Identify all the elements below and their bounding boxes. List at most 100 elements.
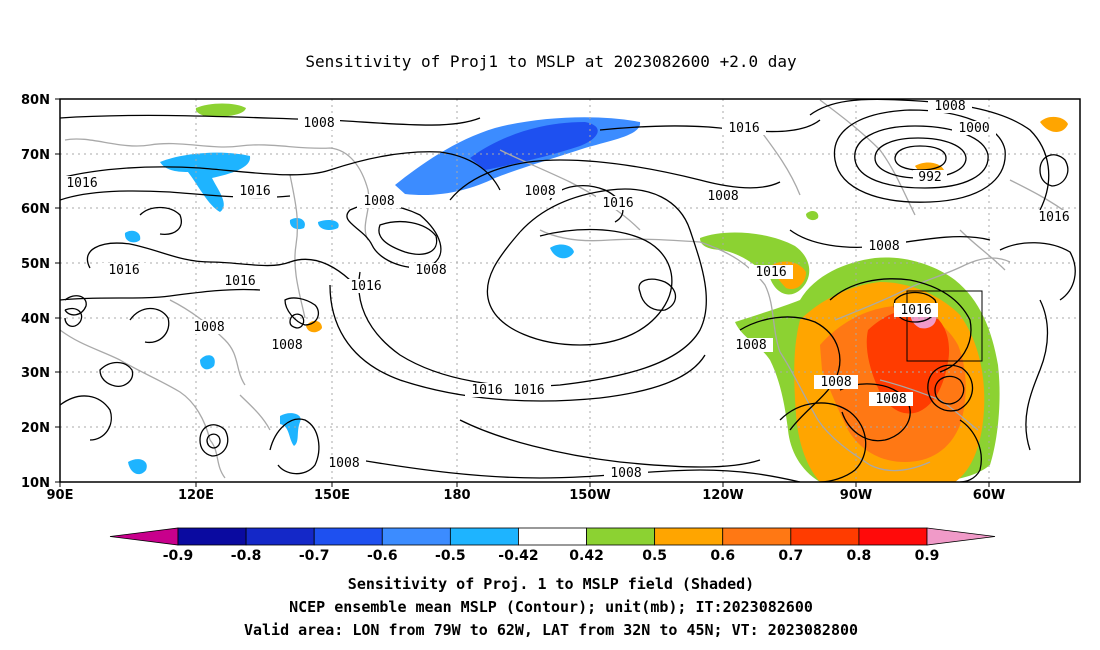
contour-label: 1016 [894,303,938,318]
svg-text:1016: 1016 [224,274,255,289]
valid-area-box [906,290,983,362]
svg-text:1016: 1016 [900,303,931,318]
svg-text:1016: 1016 [239,184,270,199]
lon-label: 120W [702,488,743,503]
svg-text:1008: 1008 [415,263,446,278]
svg-text:1016: 1016 [1038,210,1069,225]
colorbar-segment [722,527,792,546]
contour-label: 1008 [187,320,231,335]
svg-text:1016: 1016 [471,383,502,398]
shading-positive-green-arctic [195,103,246,117]
contour-label: 992 [913,170,947,185]
contour-label: 1016 [722,121,766,136]
svg-text:1008: 1008 [303,116,334,131]
axis-ticks [55,98,990,487]
colorbar-tick-label: -0.5 [435,548,466,564]
lon-label: 150E [314,488,350,503]
colorbar-segment [177,527,247,546]
lon-label: 90E [47,488,74,503]
contour-label: 1016 [0,0,31,4]
contour-label: 1016 [749,265,793,280]
lon-label: 120E [178,488,214,503]
shading-negative-small-d [550,244,574,259]
svg-text:1008: 1008 [328,456,359,471]
lon-label: 60W [973,488,1005,503]
shading-positive-green-small [806,211,819,221]
colorbar-tick-label: -0.42 [498,548,538,564]
lat-label: 70N [21,148,50,163]
lon-label: 150W [569,488,610,503]
contour-label: 1008 [357,194,401,209]
colorbar-segment [926,527,996,546]
lat-label: 20N [21,421,50,436]
svg-text:1008: 1008 [868,239,899,254]
colorbar-segment [381,527,451,546]
contour-labels: 1008 1016 1016 1008 1008 1016 1016 1008 … [0,0,1076,481]
lon-label: 180 [443,488,470,503]
caption-line-3: Valid area: LON from 79W to 62W, LAT fro… [244,621,858,639]
contour-label: 1016 [60,176,104,191]
contour-label: 1008 [729,338,773,353]
colorbar-segment [790,527,860,546]
colorbar-segment [518,527,587,546]
svg-text:1016: 1016 [755,265,786,280]
svg-text:1008: 1008 [610,466,641,481]
colorbar-segment [449,527,519,546]
map-content: 1008 1016 1016 1008 1008 1016 1016 1008 … [0,0,1080,482]
colorbar-tick-label: -0.7 [299,548,330,564]
svg-text:1008: 1008 [934,99,965,114]
latitude-labels: 80N 70N 60N 50N 40N 30N 20N 10N [21,93,50,491]
contour-label: 1008 [265,338,309,353]
shading-negative-small-f [280,413,301,446]
shading-negative-small-c [318,220,339,230]
svg-text:1008: 1008 [524,184,555,199]
lat-label: 50N [21,257,50,272]
contour-label: 1016 [344,279,388,294]
contour-label: 1016 [507,383,551,398]
colorbar-tick-label: 0.6 [710,548,735,564]
caption-line-2: NCEP ensemble mean MSLP (Contour); unit(… [289,598,813,616]
contour-label: 1016 [596,196,640,211]
figure-title: Sensitivity of Proj1 to MSLP at 20230826… [305,52,797,71]
colorbar-segment [313,527,383,546]
contour-label: 1008 [701,189,745,204]
shading-negative-arctic-core [470,122,598,170]
shading-positive-orange-greenland [1040,116,1068,132]
caption: Sensitivity of Proj. 1 to MSLP field (Sh… [244,575,858,639]
contour-label: 1016 [102,263,146,278]
contour-label: 1008 [862,239,906,254]
svg-text:1008: 1008 [193,320,224,335]
colorbar-tick-label: 0.8 [847,548,872,564]
contour-label: 1016 [1032,210,1076,225]
colorbar-tick-label: -0.8 [231,548,262,564]
contour-label: 1016 [233,184,277,199]
shading-negative-small-a [124,230,141,243]
contour-label: 1016 [465,383,509,398]
contour-label: 1008 [928,99,972,114]
colorbar-tick-label: 0.5 [642,548,667,564]
longitude-labels: 90E 120E 150E 180 150W 120W 90W 60W [47,488,1006,503]
contour-label: 1000 [952,121,996,136]
svg-text:1016: 1016 [513,383,544,398]
colorbar-segment [109,527,179,546]
contour-label: 1008 [814,375,858,390]
contour-label: 1008 [298,116,340,131]
svg-text:1016: 1016 [350,279,381,294]
lat-label: 60N [21,202,50,217]
svg-text:1016: 1016 [66,176,97,191]
lat-label: 40N [21,312,50,327]
lat-label: 30N [21,366,50,381]
contour-label: 1016 [218,274,262,289]
svg-text:1008: 1008 [875,392,906,407]
lat-label: 10N [21,476,50,491]
colorbar-tick-label: 0.42 [569,548,604,564]
svg-text:1008: 1008 [820,375,851,390]
svg-text:1016: 1016 [602,196,633,211]
svg-text:1008: 1008 [271,338,302,353]
colorbar-tick-label: 0.7 [778,548,803,564]
colorbar-segment [586,527,656,546]
colorbar-tick-label: 0.9 [915,548,940,564]
colorbar: -0.9 -0.8 -0.7 -0.6 -0.5 -0.42 0.42 0.5 0.6 0.7 0.… [109,527,996,564]
colorbar-segment [245,527,315,546]
lat-label: 80N [21,93,50,108]
